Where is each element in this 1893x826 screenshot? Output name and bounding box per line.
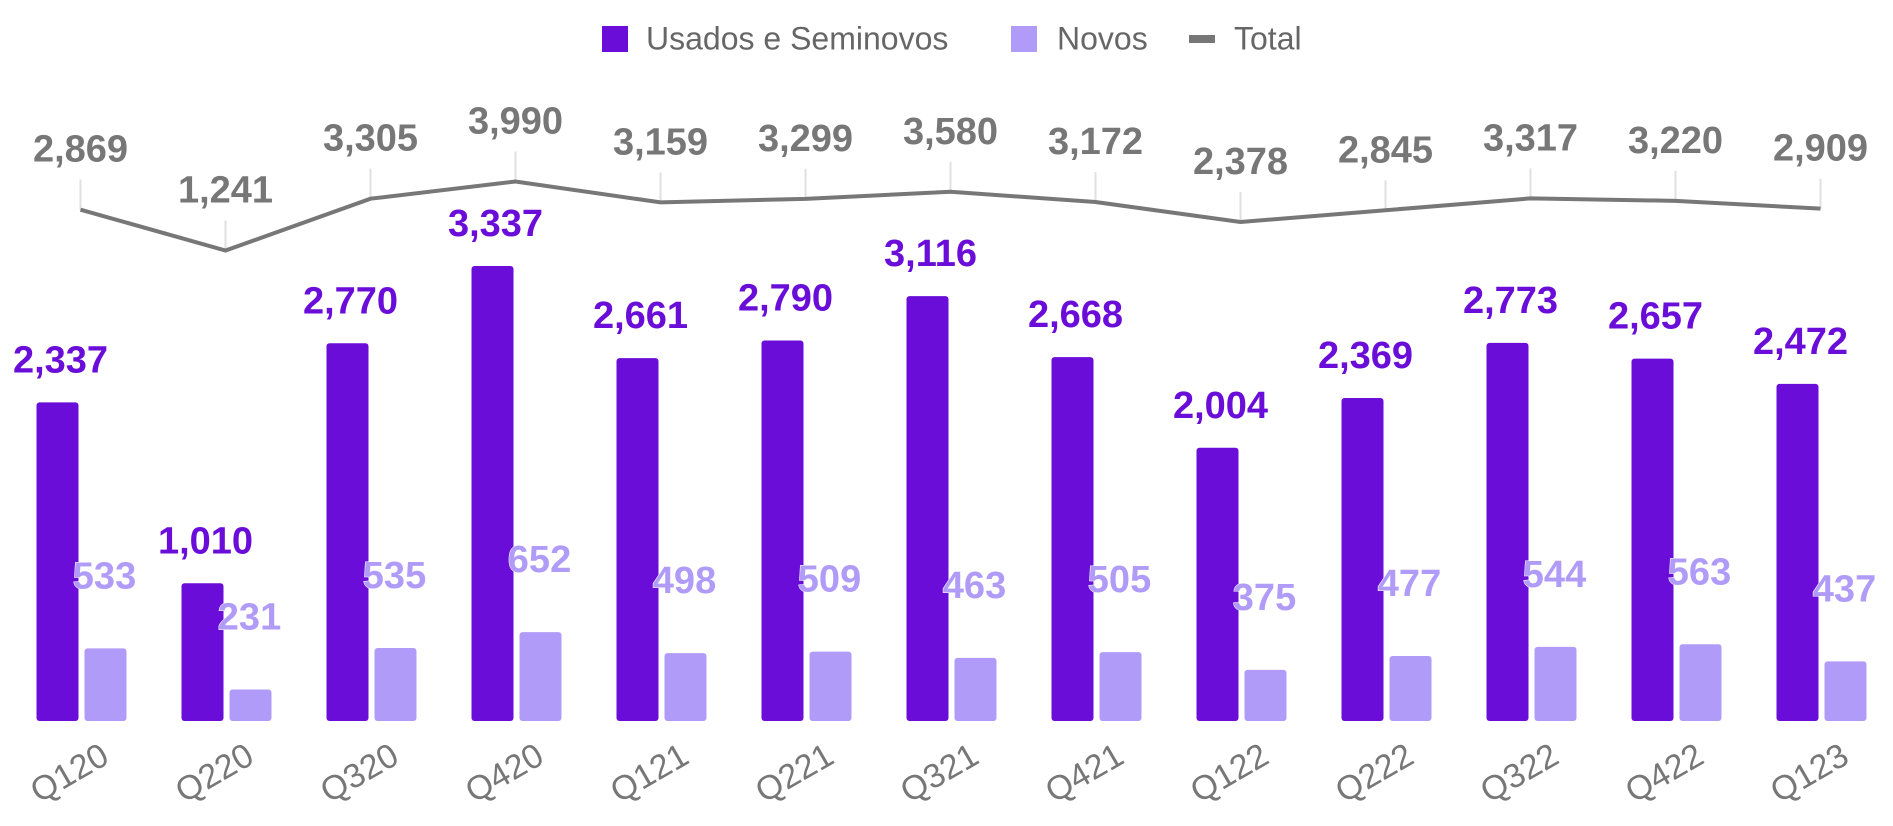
x-tick-label: Q220 xyxy=(169,736,260,811)
data-label: 2,004 xyxy=(1173,385,1268,427)
bar xyxy=(1196,447,1239,721)
data-label: 2,773 xyxy=(1463,280,1558,322)
data-label: 533 xyxy=(73,555,136,597)
data-label: 375 xyxy=(1233,577,1296,619)
x-tick-label: Q123 xyxy=(1764,736,1855,811)
data-label: 2,661 xyxy=(593,295,688,337)
data-label: 2,869 xyxy=(33,129,128,171)
data-label: 3,990 xyxy=(468,101,563,143)
bar xyxy=(471,265,514,721)
bar xyxy=(809,651,852,721)
data-label: 3,172 xyxy=(1048,121,1143,163)
x-tick-label: Q320 xyxy=(314,736,405,811)
bar xyxy=(761,340,804,721)
bar xyxy=(1631,358,1674,721)
legend-swatch xyxy=(602,26,628,52)
data-label: 1,010 xyxy=(158,520,253,562)
bar xyxy=(664,653,707,721)
x-tick-label: Q421 xyxy=(1039,736,1130,811)
x-tick-label: Q422 xyxy=(1619,736,1710,811)
bar xyxy=(181,583,224,721)
bar xyxy=(1051,357,1094,721)
data-label: 437 xyxy=(1813,568,1876,610)
data-label: 509 xyxy=(798,559,861,601)
bar xyxy=(229,689,272,721)
data-label: 544 xyxy=(1523,554,1586,596)
bar xyxy=(616,358,659,721)
data-label: 2,657 xyxy=(1608,296,1703,338)
legend-swatch xyxy=(1011,26,1037,52)
data-label: 3,580 xyxy=(903,111,998,153)
data-label: 535 xyxy=(363,555,426,597)
data-label: 563 xyxy=(1668,551,1731,593)
data-label: 3,337 xyxy=(448,203,543,245)
data-label: 652 xyxy=(508,539,571,581)
bar xyxy=(906,296,949,721)
x-tick-label: Q221 xyxy=(749,736,840,811)
data-label: 2,378 xyxy=(1193,141,1288,183)
data-label: 463 xyxy=(943,565,1006,607)
bar xyxy=(1824,661,1867,721)
data-label: 3,299 xyxy=(758,118,853,160)
data-label: 2,369 xyxy=(1318,335,1413,377)
bar xyxy=(1389,655,1432,721)
data-label: 2,337 xyxy=(13,339,108,381)
bar xyxy=(36,402,79,721)
data-label: 2,668 xyxy=(1028,294,1123,336)
x-tick-label: Q122 xyxy=(1184,736,1275,811)
data-label: 3,305 xyxy=(323,118,418,160)
data-label: 231 xyxy=(218,597,281,639)
data-label: 2,472 xyxy=(1753,321,1848,363)
data-label: 1,241 xyxy=(178,170,273,212)
legend-label: Total xyxy=(1234,20,1302,56)
bar xyxy=(1679,644,1722,721)
data-label: 3,317 xyxy=(1483,117,1578,159)
data-label: 3,159 xyxy=(613,121,708,163)
data-label: 505 xyxy=(1088,559,1151,601)
legend-label: Usados e Seminovos xyxy=(646,20,948,56)
x-tick-label: Q321 xyxy=(894,736,985,811)
data-label: 3,116 xyxy=(884,233,977,275)
bar xyxy=(1341,397,1384,721)
bar xyxy=(1099,652,1142,721)
bar xyxy=(1534,646,1577,721)
data-label: 3,220 xyxy=(1628,120,1723,162)
total-line xyxy=(79,179,1821,253)
data-label: 2,909 xyxy=(1773,128,1868,170)
data-label: 2,845 xyxy=(1338,129,1433,171)
data-label: 2,770 xyxy=(303,280,398,322)
bar xyxy=(1486,342,1529,721)
x-tick-label: Q322 xyxy=(1474,736,1565,811)
data-label: 477 xyxy=(1378,563,1441,605)
bar xyxy=(1244,669,1287,721)
x-tick-label: Q120 xyxy=(24,736,115,811)
legend-label: Novos xyxy=(1057,20,1148,56)
bar xyxy=(374,648,417,721)
legend-swatch xyxy=(1189,35,1215,43)
bar xyxy=(954,657,997,721)
data-label: 2,790 xyxy=(738,278,833,320)
bar xyxy=(519,632,562,721)
x-tick-label: Q222 xyxy=(1329,736,1420,811)
x-tick-label: Q420 xyxy=(459,736,550,811)
bar xyxy=(84,648,127,721)
bar xyxy=(1776,383,1819,721)
x-tick-label: Q121 xyxy=(604,736,695,811)
data-label: 498 xyxy=(653,560,716,602)
bar xyxy=(326,343,369,721)
